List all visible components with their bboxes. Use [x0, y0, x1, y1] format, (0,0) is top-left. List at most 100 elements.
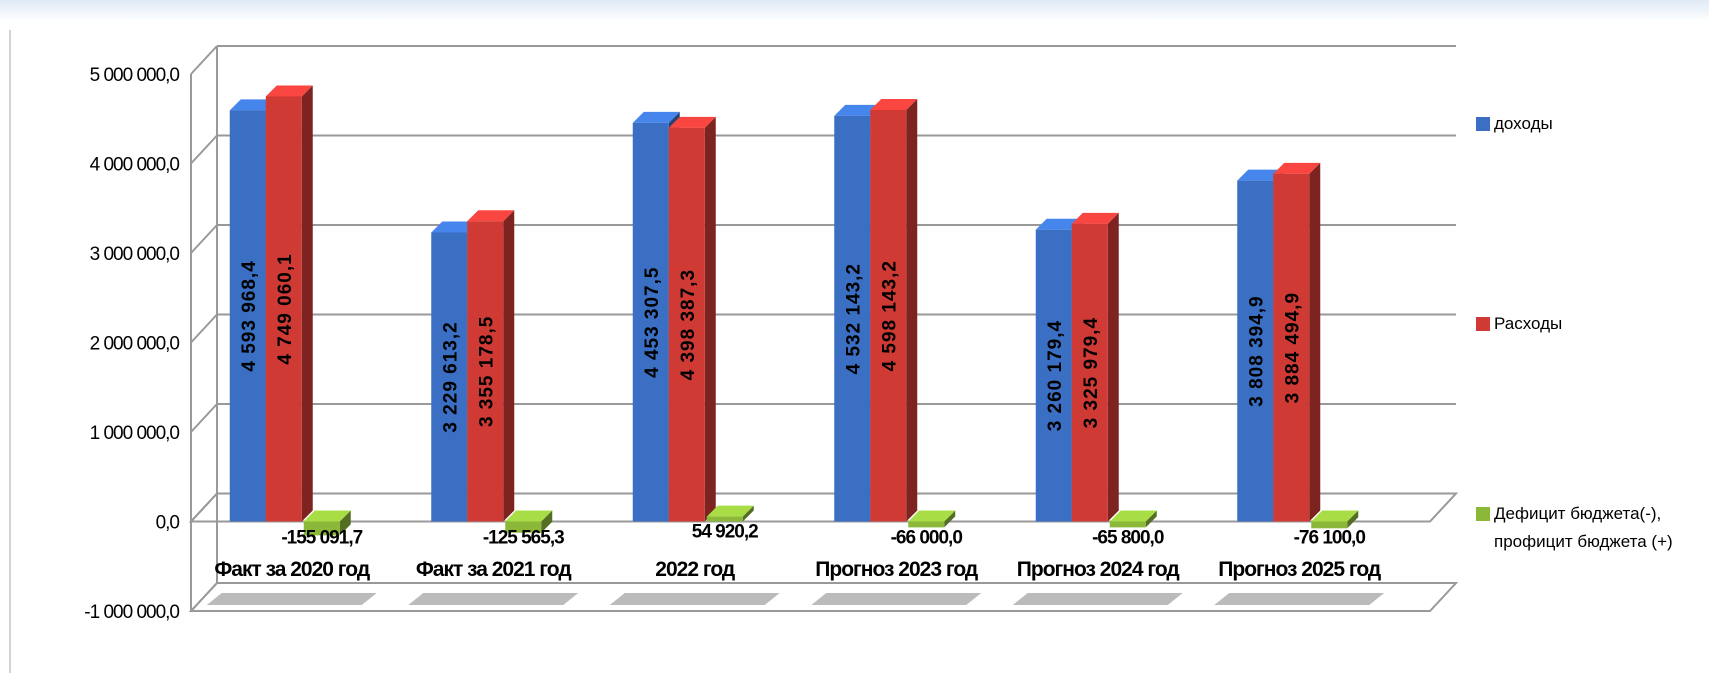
bar-top — [632, 111, 680, 123]
bar-side — [704, 116, 716, 522]
value-label: 3 884 494,9 — [1282, 292, 1303, 403]
value-label: 3 260 179,4 — [1045, 320, 1066, 431]
value-label: 3 355 178,5 — [476, 316, 497, 427]
bar-top — [505, 510, 553, 522]
bar-side — [1107, 212, 1119, 522]
bar-top — [908, 510, 956, 522]
bar — [1311, 521, 1348, 529]
value-label: 4 749 060,1 — [275, 253, 296, 364]
x-tick-label: Факт за 2020 год — [214, 557, 370, 581]
bar-side — [301, 85, 313, 522]
value-label: 4 598 143,2 — [879, 260, 900, 371]
bar-top — [467, 210, 515, 222]
bar-top — [303, 510, 351, 522]
bar — [1071, 223, 1108, 522]
floor — [188, 492, 1459, 523]
y-tick-label: 5 000 000,0 — [90, 65, 180, 86]
bar — [467, 221, 504, 522]
x-tick-label: Прогноз 2023 год — [815, 557, 978, 581]
bar-top — [1109, 510, 1157, 522]
grid-line-side — [190, 224, 218, 254]
floor-shadow — [1214, 593, 1385, 605]
bar-side — [541, 510, 553, 533]
bar-top — [1071, 212, 1119, 224]
legend-swatch — [1476, 507, 1490, 521]
x-tick-label: Факт за 2021 год — [415, 557, 572, 581]
y-tick-label: 4 000 000,0 — [90, 155, 180, 176]
bar-side — [944, 510, 956, 528]
bar-side — [742, 505, 754, 522]
bar-side — [1347, 510, 1359, 529]
bar — [668, 127, 705, 522]
bar-side — [1145, 510, 1157, 528]
value-label: 3 808 394,9 — [1246, 295, 1267, 406]
y-tick-label: 1 000 000,0 — [90, 423, 180, 444]
value-label: 4 593 968,4 — [239, 260, 260, 371]
value-label: -76 100,0 — [1294, 528, 1366, 549]
value-label: 4 453 307,5 — [642, 267, 663, 378]
floor-shadow — [609, 593, 780, 605]
bar-side — [1309, 162, 1321, 522]
floor-shadow — [1012, 593, 1183, 605]
bar-top — [1035, 218, 1083, 230]
x-tick-label: Прогноз 2024 год — [1016, 557, 1180, 581]
value-label: 3 229 613,2 — [440, 321, 461, 432]
value-label: -155 091,7 — [281, 528, 362, 549]
bar — [1035, 229, 1072, 522]
grid-line-side — [190, 403, 218, 433]
grid-line-side — [190, 45, 218, 75]
bar — [870, 109, 907, 522]
legend-swatch — [1476, 117, 1490, 131]
floor-shadow — [206, 593, 377, 605]
floor-shadow — [408, 593, 579, 605]
bar-side — [339, 510, 351, 536]
bar — [908, 521, 945, 528]
bar-top — [1311, 510, 1359, 522]
bar-side — [503, 210, 515, 522]
bar-top — [706, 505, 754, 517]
bar — [1237, 180, 1274, 522]
bar — [632, 122, 669, 522]
value-label: -66 000,0 — [891, 528, 963, 549]
value-label: 3 325 979,4 — [1081, 317, 1102, 428]
bar — [1109, 521, 1146, 528]
value-label: 54 920,2 — [692, 522, 758, 543]
value-label: -65 800,0 — [1092, 528, 1164, 549]
bar-top — [1237, 169, 1285, 181]
bar-top — [431, 221, 479, 233]
grid-line-side — [190, 134, 218, 165]
bar — [265, 96, 302, 522]
x-tick-label: Прогноз 2025 год — [1218, 557, 1381, 581]
grid-line-side — [190, 313, 218, 344]
y-tick-label: 0,0 — [156, 513, 180, 534]
bar-top — [1273, 162, 1321, 174]
bar — [505, 521, 542, 533]
x-tick-label: 2022 год — [655, 557, 735, 581]
bar — [1273, 173, 1310, 522]
value-label: -125 565,3 — [483, 528, 564, 549]
bar — [431, 232, 468, 522]
legend-label: Расходы — [1494, 314, 1563, 333]
bar — [229, 110, 266, 522]
y-tick-label: 2 000 000,0 — [90, 334, 180, 355]
legend-label: доходы — [1494, 114, 1553, 133]
bar — [706, 516, 743, 522]
floor-bottom — [188, 582, 1459, 612]
floor-shadow — [811, 593, 982, 605]
value-label: 4 398 387,3 — [678, 269, 699, 380]
bar-top — [229, 99, 277, 111]
legend-swatch — [1476, 317, 1490, 331]
value-label: 4 532 143,2 — [843, 263, 864, 374]
bar-top — [834, 104, 882, 116]
y-tick-label: -1 000 000,0 — [84, 602, 179, 623]
y-tick-label: 3 000 000,0 — [90, 244, 180, 265]
bar-top — [668, 116, 716, 128]
bar-top — [265, 85, 313, 97]
bar — [303, 521, 340, 536]
bar — [834, 115, 871, 522]
legend-label: Дефицит бюджета(-), профицит бюджета (+) — [1494, 504, 1673, 551]
bar-top — [870, 98, 918, 110]
bar-side — [906, 98, 918, 522]
